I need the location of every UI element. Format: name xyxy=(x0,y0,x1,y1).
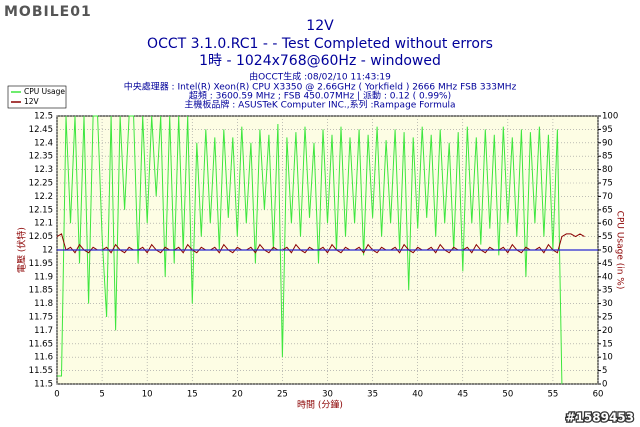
y2-tick-label: 95 xyxy=(602,125,613,135)
y-tick-label: 12.1 xyxy=(34,219,53,229)
y2-tick-label: 45 xyxy=(602,259,613,269)
legend-label: CPU Usage xyxy=(24,87,65,96)
subtitle: OCCT 3.1.0.RC1 - - Test Completed withou… xyxy=(147,36,493,52)
y2-tick-label: 60 xyxy=(602,219,613,229)
y2-tick-label: 20 xyxy=(602,326,613,336)
x-axis-label: 時間 (分鐘) xyxy=(297,399,343,411)
legend xyxy=(7,85,67,109)
y-tick-label: 11.7 xyxy=(34,326,53,336)
y-tick-label: 12.45 xyxy=(29,125,53,135)
y2-tick-label: 90 xyxy=(602,138,613,148)
x-tick-label: 0 xyxy=(54,390,59,400)
x-tick-label: 5 xyxy=(99,390,104,400)
y-tick-label: 12.4 xyxy=(34,138,53,148)
info-line: 主機板品牌 : ASUSTeK Computer INC.,系列 :Rampag… xyxy=(184,99,455,111)
info-line: 由OCCT生成 :08/02/10 11:43:19 xyxy=(249,71,391,83)
y-tick-label: 11.95 xyxy=(29,259,53,269)
x-tick-label: 10 xyxy=(142,390,153,400)
x-tick-label: 50 xyxy=(502,390,513,400)
x-tick-label: 20 xyxy=(232,390,243,400)
y2-tick-label: 25 xyxy=(602,313,613,323)
watermark: MOBILE01 xyxy=(4,4,92,20)
y-tick-label: 11.55 xyxy=(29,366,53,376)
y2-tick-label: 35 xyxy=(602,286,613,296)
y2-tick-label: 70 xyxy=(602,192,613,202)
y2-tick-label: 5 xyxy=(602,366,607,376)
x-tick-label: 55 xyxy=(548,390,559,400)
y2-tick-label: 100 xyxy=(602,112,618,122)
y2-tick-label: 0 xyxy=(602,380,607,390)
y-tick-label: 12.15 xyxy=(29,205,53,215)
y-axis-label: 電壓 (伏特) xyxy=(16,227,28,273)
y2-tick-label: 30 xyxy=(602,299,613,309)
series-line xyxy=(57,115,563,385)
y-tick-label: 11.5 xyxy=(34,380,53,390)
x-tick-label: 60 xyxy=(593,390,604,400)
chart-title: 12V xyxy=(306,18,334,34)
y-tick-label: 12.35 xyxy=(29,152,53,162)
info-line: 中央處理器 : Intel(R) Xeon(R) CPU X3350 @ 2.6… xyxy=(124,81,517,93)
y2-tick-label: 15 xyxy=(602,339,613,349)
id-tag: #1589453 xyxy=(565,411,634,425)
y-tick-label: 11.6 xyxy=(34,353,53,363)
y2-tick-label: 65 xyxy=(602,205,613,215)
y-tick-label: 12.05 xyxy=(29,232,53,242)
y2-tick-label: 80 xyxy=(602,165,613,175)
y-tick-label: 12.5 xyxy=(34,112,53,122)
y2-axis-label: CPU Usage (in %) xyxy=(615,211,625,290)
y2-tick-label: 40 xyxy=(602,272,613,282)
x-tick-label: 15 xyxy=(187,390,198,400)
y-tick-label: 12 xyxy=(42,246,53,256)
y2-tick-label: 50 xyxy=(602,246,613,256)
y-tick-label: 12.3 xyxy=(34,165,53,175)
y-tick-label: 11.9 xyxy=(34,272,53,282)
y-tick-label: 12.25 xyxy=(29,179,53,189)
info-line: 超頻 : 3600.59 MHz ; FSB 450.07MHz | 派動 : … xyxy=(189,90,451,102)
x-tick-label: 40 xyxy=(412,390,423,400)
y-tick-label: 12.2 xyxy=(34,192,53,202)
legend-label: 12V xyxy=(24,97,40,106)
y2-tick-label: 85 xyxy=(602,152,613,162)
x-tick-label: 35 xyxy=(367,390,378,400)
y2-tick-label: 75 xyxy=(602,179,613,189)
x-tick-label: 25 xyxy=(277,390,288,400)
y-tick-label: 11.75 xyxy=(29,313,53,323)
y2-tick-label: 10 xyxy=(602,353,613,363)
y-tick-label: 11.8 xyxy=(34,299,53,309)
y-tick-label: 11.85 xyxy=(29,286,53,296)
x-tick-label: 45 xyxy=(457,390,468,400)
x-tick-label: 30 xyxy=(322,390,333,400)
y-tick-label: 11.65 xyxy=(29,339,53,349)
y2-tick-label: 55 xyxy=(602,232,613,242)
subtitle: 1時 - 1024x768@60Hz - windowed xyxy=(199,53,441,69)
